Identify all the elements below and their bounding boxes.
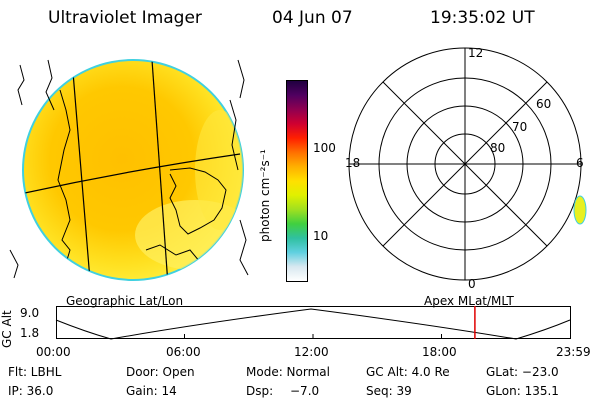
geographic-label: Geographic Lat/Lon xyxy=(66,294,184,308)
glat-info: GLat: −23.0 xyxy=(486,365,559,379)
coastline xyxy=(17,64,25,106)
timeline-ytick-top: 9.0 xyxy=(20,306,40,320)
lat-70-label: 70 xyxy=(512,120,528,134)
lat-60-label: 60 xyxy=(536,97,552,111)
glon-info: GLon: 135.1 xyxy=(486,384,559,398)
lat-80-label: 80 xyxy=(490,141,506,155)
filter-info: Flt: LBHL xyxy=(8,365,62,379)
altitude-timeline xyxy=(55,306,571,340)
date-label: 04 Jun 07 xyxy=(272,8,353,28)
coastline xyxy=(9,249,19,279)
gc-alt-info: GC Alt: 4.0 Re xyxy=(366,365,450,379)
altitude-curve xyxy=(55,308,571,340)
gain-info: Gain: 14 xyxy=(126,384,177,398)
timeline-tick-1200: 12:00 xyxy=(294,345,329,359)
uv-image-panel xyxy=(9,59,249,281)
polar-edge-emission xyxy=(573,195,587,225)
timeline-tick-0600: 06:00 xyxy=(166,345,201,359)
colorbar-tick-10: 10 xyxy=(313,229,329,243)
coastline xyxy=(57,89,71,271)
mode-info: Mode: Normal xyxy=(246,365,330,379)
instrument-title: Ultraviolet Imager xyxy=(48,8,202,28)
door-info: Door: Open xyxy=(126,365,195,379)
mlt-18-label: 18 xyxy=(345,156,361,170)
lon-line xyxy=(151,60,169,280)
lat-line xyxy=(23,153,241,195)
apex-label: Apex MLat/MLT xyxy=(424,294,514,308)
timeline-ytick-bottom: 1.8 xyxy=(20,326,40,340)
timeline-tick-1800: 18:00 xyxy=(422,345,457,359)
coastline xyxy=(169,167,227,235)
polar-axis xyxy=(382,81,548,247)
lon-line xyxy=(71,60,91,280)
seq-info: Seq: 39 xyxy=(366,384,412,398)
mlt-0-label: 0 xyxy=(468,277,476,291)
mlt-12-label: 12 xyxy=(468,46,484,60)
polar-plot xyxy=(348,47,587,281)
colorbar xyxy=(286,80,308,282)
coastline xyxy=(239,219,249,276)
timeline-ylabel: GC Alt xyxy=(0,310,14,348)
timeline-tick-0000: 00:00 xyxy=(36,345,71,359)
colorbar-unit-label: photon cm⁻²s⁻¹ xyxy=(258,149,272,242)
timeline-tick-2359: 23:59 xyxy=(556,345,591,359)
dsp-label: Dsp: xyxy=(246,384,274,398)
coastline xyxy=(229,99,239,171)
dsp-value: −7.0 xyxy=(290,384,320,398)
ip-info: IP: 36.0 xyxy=(8,384,54,398)
mlt-6-label: 6 xyxy=(576,156,584,170)
coastline xyxy=(45,59,55,111)
time-label: 19:35:02 UT xyxy=(430,8,535,28)
coastline xyxy=(237,59,245,99)
colorbar-tick-100: 100 xyxy=(313,141,336,155)
